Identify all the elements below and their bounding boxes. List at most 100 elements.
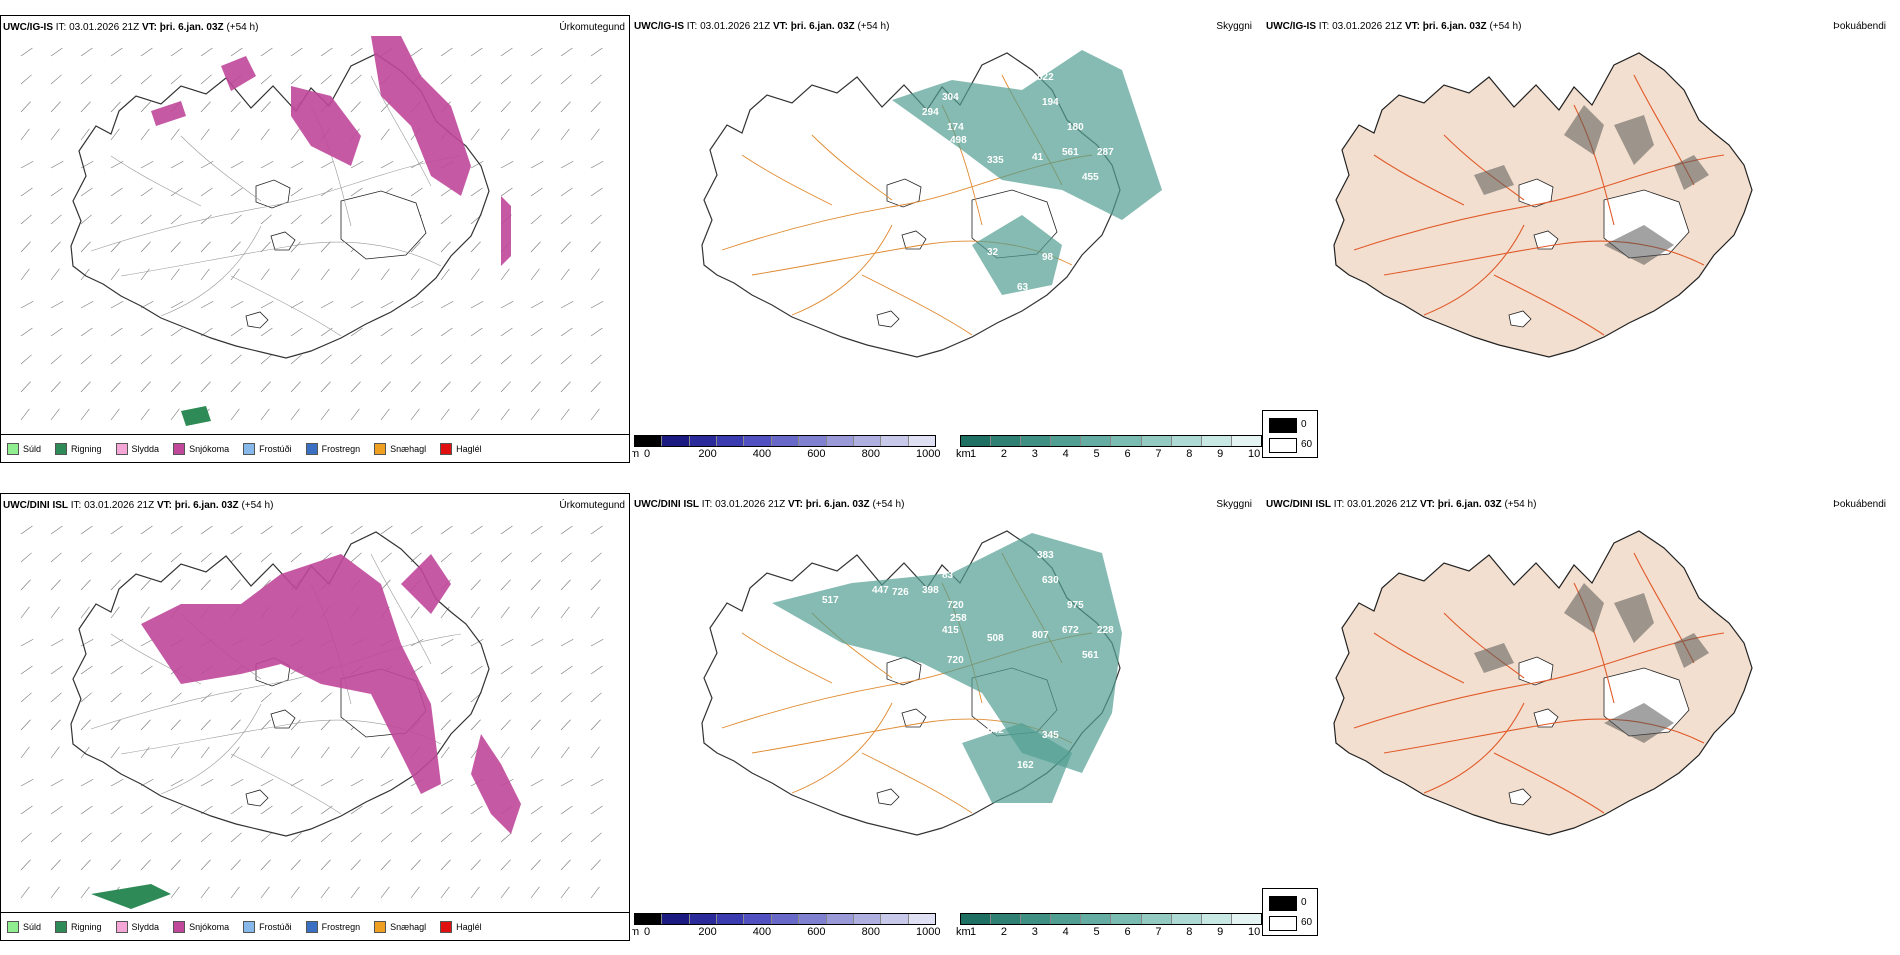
wind-barb (560, 381, 571, 393)
colorbar-tick-label: 600 (807, 926, 826, 938)
cloudbase-value-label: 572 (772, 580, 789, 591)
wind-barb (440, 525, 453, 535)
wind-barb (110, 47, 123, 57)
wind-barb (200, 74, 212, 85)
wind-barb (170, 241, 181, 253)
wind-barb (230, 552, 242, 563)
wind-barb (110, 327, 123, 337)
wind-barb (50, 886, 60, 899)
wind-barb (50, 719, 61, 731)
wind-barb (50, 241, 61, 253)
panel-type-label: Þokuábendi (1833, 499, 1886, 510)
wind-barb (590, 746, 600, 759)
wind-barb (110, 552, 122, 563)
colorbar-tick-label: 10 (1248, 926, 1261, 938)
colorbar-tick-label: 8 (1186, 926, 1193, 938)
wind-barb (80, 128, 90, 141)
wind-barb (170, 408, 180, 421)
wind-barb (470, 187, 483, 197)
cloudbase-value-label: 630 (1042, 575, 1059, 586)
wind-barb (80, 886, 90, 899)
wind-barb (260, 692, 272, 703)
wind-barb (260, 160, 274, 169)
wind-barb (50, 692, 62, 703)
wind-barb (320, 160, 334, 169)
cloudbase-value-label: 03 (892, 109, 904, 120)
wind-barb (80, 719, 91, 731)
wind-barb (380, 832, 392, 843)
wind-barb (380, 268, 390, 281)
cloudbase-value-label: 447 (872, 585, 889, 596)
wind-barb (530, 692, 542, 703)
wind-barb (50, 832, 62, 843)
iceland-coastline (1333, 530, 1753, 836)
low-visibility-area (772, 533, 1122, 773)
glacier-outline (876, 788, 900, 806)
wind-barb (350, 381, 361, 393)
wind-barb (140, 187, 153, 197)
wind-barb (440, 606, 450, 619)
wind-barb (170, 746, 180, 759)
snow-area (141, 554, 441, 794)
wind-barb (260, 778, 274, 787)
panel-type-label: Úrkomutegund (559, 22, 625, 33)
colorbar-segment (799, 436, 827, 446)
wind-barb (410, 606, 420, 619)
wind-barb (590, 719, 601, 731)
wind-barb (50, 354, 62, 365)
wind-barb (230, 381, 241, 393)
wind-barb (140, 268, 150, 281)
wind-barb (470, 47, 483, 57)
fog-legend-swatch-60 (1269, 438, 1297, 453)
colorbar-tick-label: 1 (970, 926, 977, 938)
wind-barb (500, 327, 513, 337)
wind-barb (290, 128, 300, 141)
wind-barb (80, 746, 90, 759)
precip-map (20, 36, 604, 426)
wind-barb (170, 886, 180, 899)
wind-barb (320, 692, 332, 703)
wind-barb (380, 579, 391, 591)
wind-barb (440, 665, 453, 675)
wind-barb (20, 746, 30, 759)
wind-barb (410, 327, 423, 337)
cloudbase-value-label: 398 (922, 585, 939, 596)
cloudbase-value-label: 42 (772, 102, 784, 113)
wind-barb (590, 300, 604, 309)
wind-barb (170, 805, 183, 815)
precip-legend-label: Slydda (131, 443, 160, 454)
wind-barb (260, 859, 271, 871)
wind-barb (470, 408, 480, 421)
wind-barb (500, 525, 513, 535)
wind-barb (200, 47, 213, 57)
cloudbase-value-label: 455 (1082, 172, 1099, 183)
wind-barb (470, 552, 482, 563)
wind-barb (560, 778, 574, 787)
wind-barb (470, 886, 480, 899)
wind-barb (110, 525, 123, 535)
road-line (791, 702, 893, 794)
wind-barb (110, 719, 121, 731)
precip-legend-label: Frostregn (321, 921, 361, 932)
visibility-colorbar (960, 913, 1262, 925)
wind-barb (200, 692, 212, 703)
wind-barb (290, 354, 302, 365)
wind-barb (560, 74, 572, 85)
wind-barb (200, 832, 212, 843)
colorbar-segment (1051, 436, 1082, 446)
wind-barb (200, 300, 214, 309)
wind-barb (590, 832, 602, 843)
precip-legend-label: Súld (23, 443, 42, 454)
colorbar-tick-label: 6 (1124, 448, 1131, 460)
wind-barb (170, 187, 183, 197)
wind-barb (110, 638, 124, 647)
wind-barb (200, 160, 214, 169)
rain-area (181, 406, 211, 426)
wind-barb (290, 719, 301, 731)
wind-barb (410, 300, 424, 309)
visibility-colorbar (960, 435, 1262, 447)
cloudbase-value-label: 174 (947, 122, 964, 133)
wind-barb (560, 128, 570, 141)
wind-barb (50, 778, 64, 787)
precip-legend-label: Snæhagl (390, 921, 427, 932)
